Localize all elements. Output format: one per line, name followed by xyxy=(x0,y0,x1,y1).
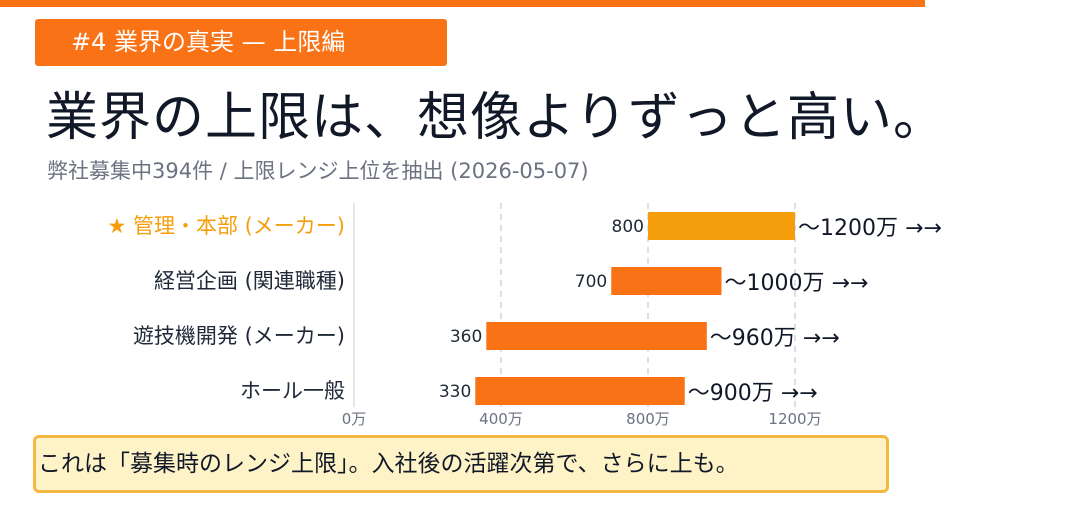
range-high-label: 〜1000万 →→ xyxy=(725,271,869,296)
range-high-label: 〜1200万 →→ xyxy=(798,216,942,241)
range-bar xyxy=(475,377,685,405)
category-label: ホール一般 xyxy=(240,379,345,403)
top-accent-bar xyxy=(0,0,925,7)
page-subtitle: 弊社募集中394件 / 上限レンジ上位を抽出 (2026-05-07) xyxy=(47,159,589,183)
range-low-label: 360 xyxy=(450,327,482,347)
x-tick-label: 400万 xyxy=(479,410,523,428)
range-low-label: 800 xyxy=(612,217,644,237)
category-label: 経営企画 (関連職種) xyxy=(154,269,345,293)
range-bar xyxy=(611,267,722,295)
range-high-label: 〜900万 →→ xyxy=(688,381,818,406)
x-tick-label: 1200万 xyxy=(768,410,821,428)
range-high-label: 〜960万 →→ xyxy=(710,326,840,351)
section-tag: #4 業界の真実 — 上限編 xyxy=(35,19,447,66)
range-bar xyxy=(486,322,707,350)
range-low-label: 700 xyxy=(575,272,607,292)
range-bar xyxy=(648,212,795,240)
range-low-label: 330 xyxy=(439,382,471,402)
note-box: これは「募集時のレンジ上限」。入社後の活躍次第で、さらに上も。 xyxy=(33,435,889,493)
category-label: 遊技機開発 (メーカー) xyxy=(133,324,345,348)
category-label: ★ 管理・本部 (メーカー) xyxy=(107,214,345,238)
x-tick-label: 0万 xyxy=(342,410,367,428)
salary-range-chart: 0万 400万 800万 1200万 ★ 管理・本部 (メーカー) 800 〜1200万 →… xyxy=(107,203,942,428)
page-title: 業界の上限は、想像よりずっと高い。 xyxy=(46,88,946,148)
x-tick-label: 800万 xyxy=(626,410,670,428)
